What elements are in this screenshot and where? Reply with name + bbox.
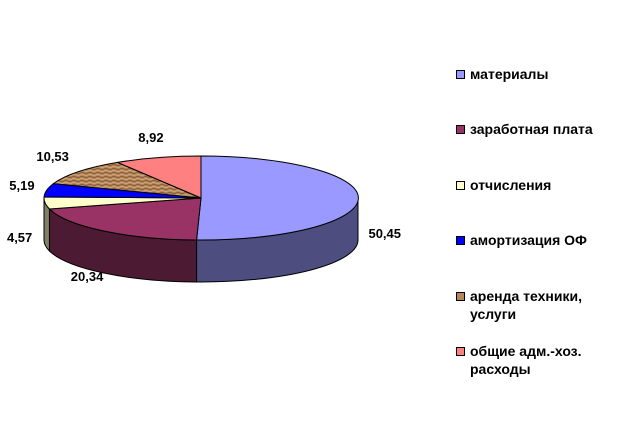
legend-swatch	[456, 347, 465, 356]
data-label-admin-expenses: 8,92	[138, 129, 164, 145]
legend-label: заработная плата	[470, 121, 593, 137]
legend-label: отчисления	[470, 177, 552, 193]
legend-swatch	[456, 125, 465, 134]
pie-slice-salary	[48, 197, 202, 241]
pie-slice-materials	[196, 155, 359, 241]
pie-slice-rent-services	[52, 161, 202, 199]
legend-swatch	[456, 181, 465, 190]
data-label-depreciation: 5,19	[9, 178, 35, 194]
legend-swatch	[456, 236, 465, 245]
legend-swatch	[456, 292, 465, 301]
data-label-materials: 50,45	[368, 226, 402, 242]
pie-chart	[43, 155, 359, 283]
legend-swatch	[456, 70, 465, 79]
legend-label: материалы	[470, 66, 549, 82]
pie-slice-admin-expenses	[115, 155, 202, 199]
data-label-salary: 20,34	[70, 268, 104, 284]
legend-label: амортизация ОФ	[470, 232, 588, 248]
legend-label: общие адм.-хоз. расходы	[470, 343, 582, 377]
data-label-rent-services: 10,53	[36, 148, 69, 164]
legend-label: аренда техники, услуги	[470, 288, 582, 322]
chart-legend: материалы заработная плата отчисления ам…	[456, 0, 618, 441]
data-label-deductions: 4,57	[6, 229, 33, 245]
